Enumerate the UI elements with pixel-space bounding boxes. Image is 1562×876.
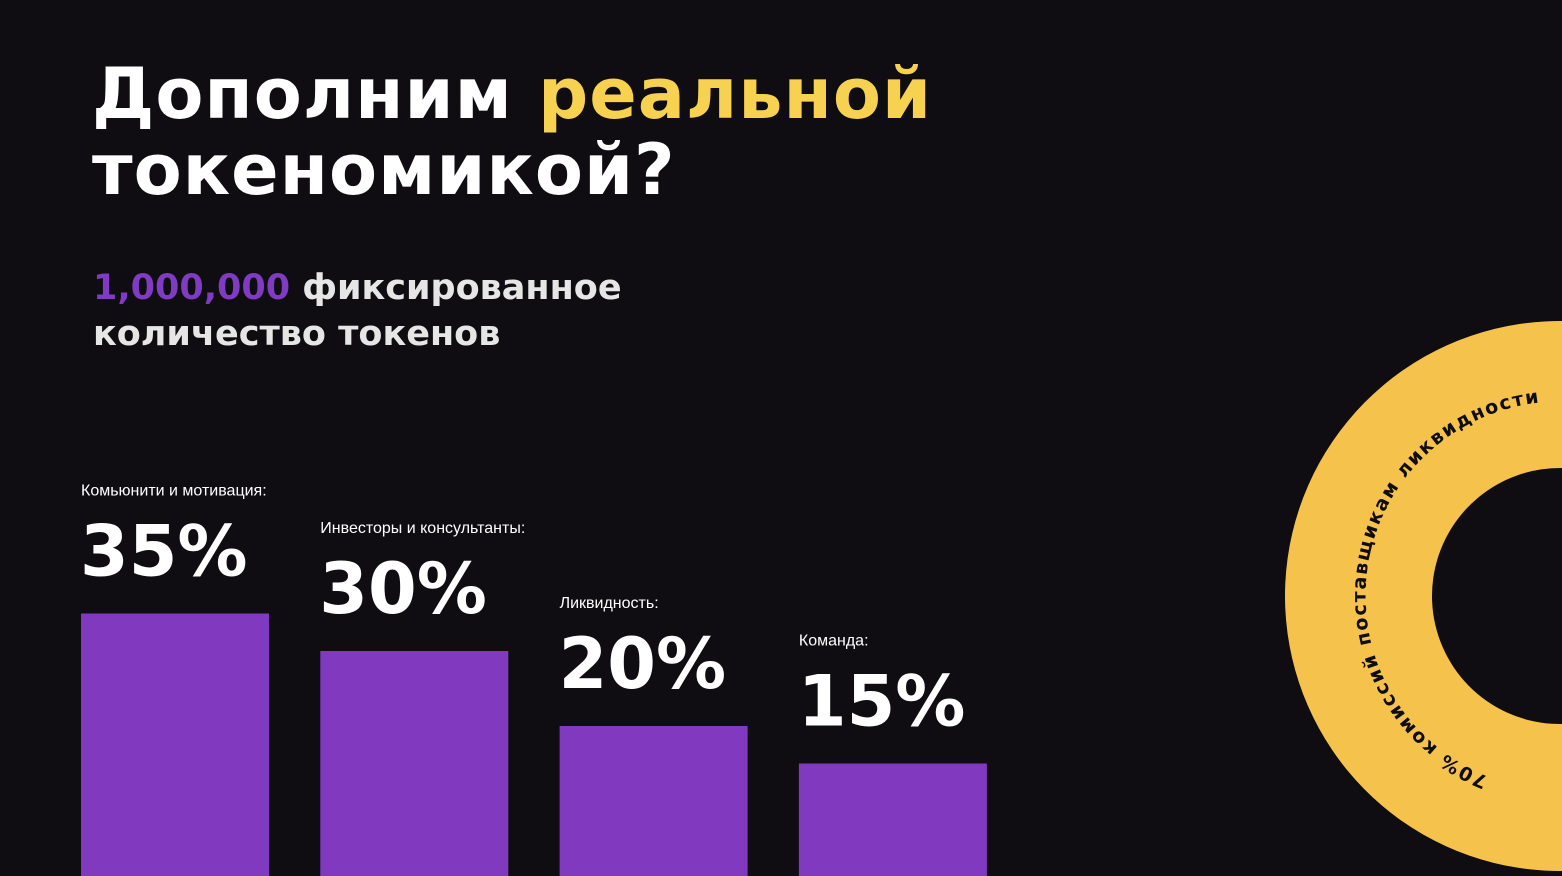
bar-category-label: Ликвидность: <box>560 595 659 612</box>
token-supply-number: 1,000,000 <box>93 268 291 308</box>
bar <box>81 613 269 876</box>
token-supply-text: фиксированное <box>302 268 622 308</box>
bar-value-label: 30% <box>319 548 487 630</box>
bar-value-label: 20% <box>559 623 727 705</box>
bar-category-label: Команда: <box>799 633 869 650</box>
page-title: Дополним реальной токеномикой? <box>92 56 932 208</box>
fee-distribution-donut: 70% комиссий поставщикам ликвидности30% … <box>1285 321 1562 871</box>
token-supply-line2: количество токенов <box>93 314 501 354</box>
bar-value-label: 15% <box>798 661 966 743</box>
bar <box>798 763 987 876</box>
title-line2: токеномикой? <box>92 129 676 211</box>
title-line1-accent: реальной <box>538 53 933 135</box>
token-supply-subtitle: 1,000,000 фиксированное количество токен… <box>93 265 622 357</box>
title-line1-plain: Дополним <box>92 53 513 135</box>
bar <box>559 726 748 876</box>
bar-chart: 35% Комьюнити и мотивация: 30% Инвесторы и … <box>80 483 987 876</box>
bar-value-label: 35% <box>80 511 248 593</box>
bar <box>320 651 509 876</box>
donut-segment <box>1285 321 1562 871</box>
bar-category-label: Комьюнити и мотивация: <box>81 483 267 500</box>
bar-category-label: Инвесторы и консультанты: <box>320 520 525 537</box>
